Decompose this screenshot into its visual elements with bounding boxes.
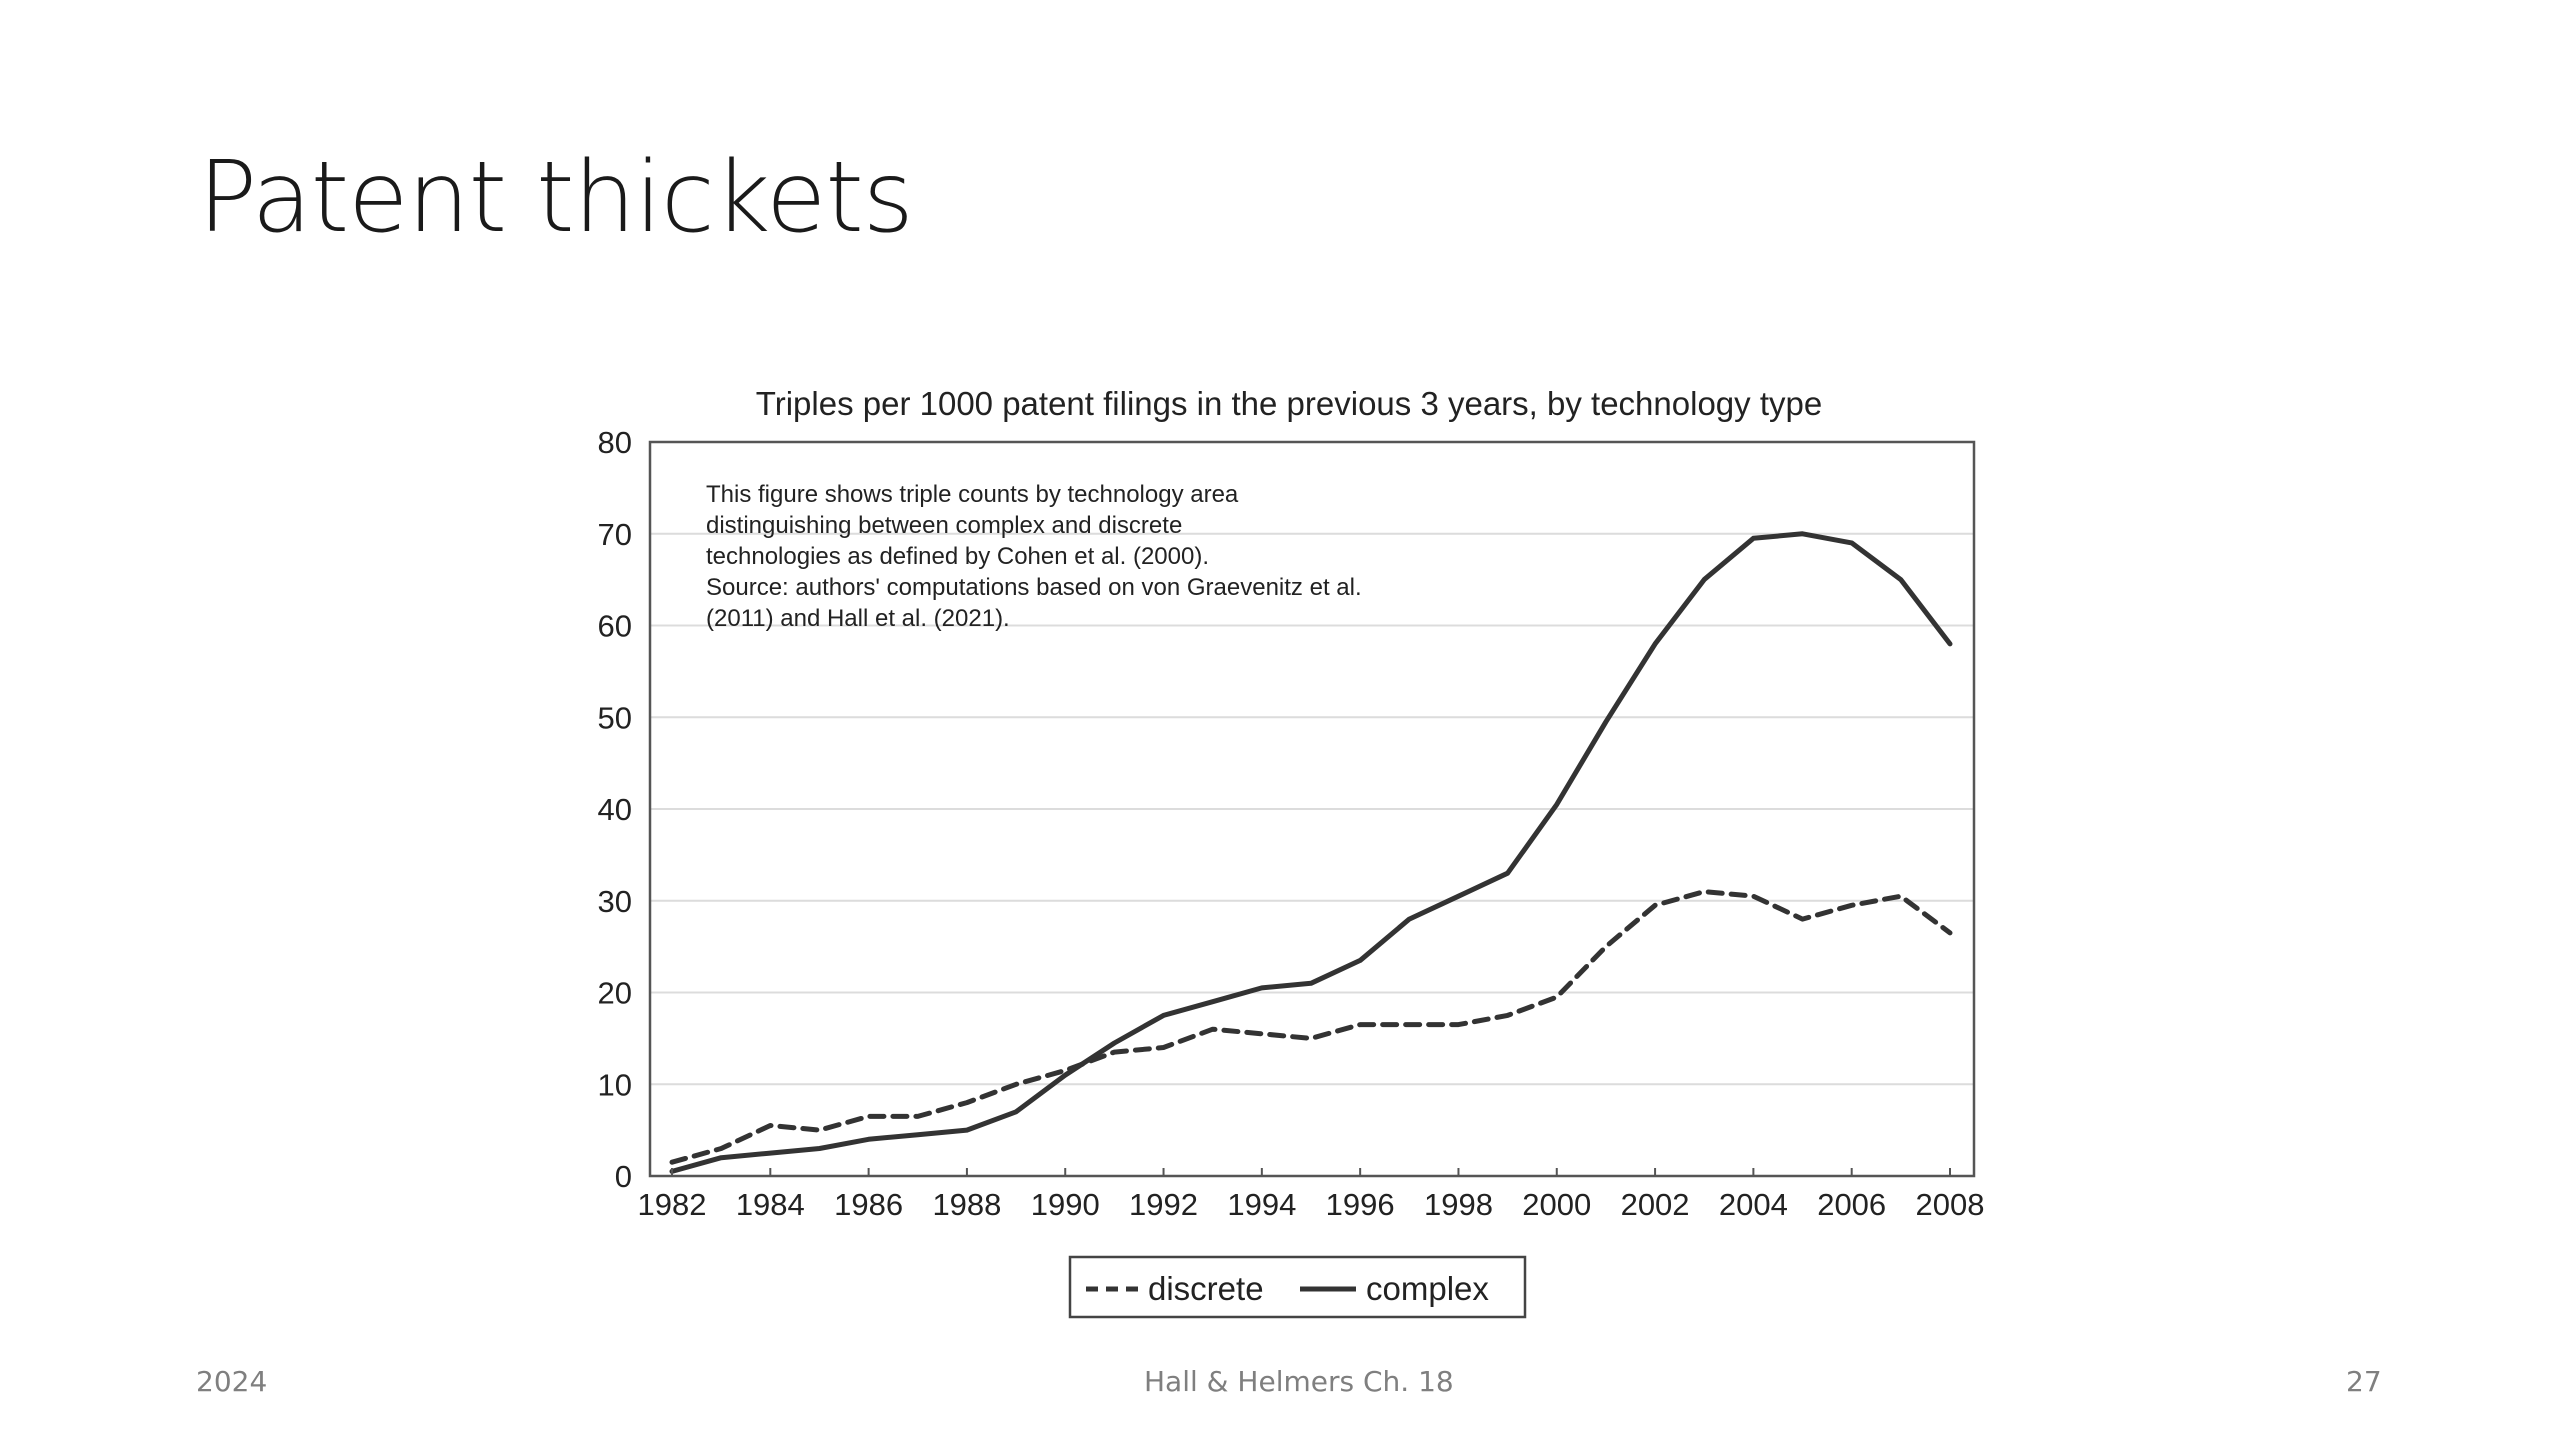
annotation-line: This figure shows triple counts by techn… [706,481,1239,508]
x-tick-label: 1988 [932,1187,1001,1222]
chart-annotation: This figure shows triple counts by techn… [706,481,1362,632]
series-lines [669,531,1953,1174]
x-tick-label: 1996 [1326,1187,1395,1222]
slide-number: 27 [2346,1365,2382,1398]
x-tick-label: 2004 [1719,1187,1788,1222]
y-tick-label: 40 [598,792,632,827]
y-tick-label: 60 [598,609,632,644]
axis-tick-labels: 0 10 20 30 40 50 60 70 80 1982 1984 1986 1988 1990 199… [598,425,1985,1222]
footer-source: Hall & Helmers Ch. 18 [1144,1365,1454,1398]
y-tick-label: 20 [598,976,632,1011]
x-tick-label: 1984 [736,1187,805,1222]
gridlines [650,532,1974,1086]
plot-frame [648,440,1976,1178]
series-line-complex [669,531,1953,1174]
x-tick-label: 1998 [1424,1187,1493,1222]
annotation-line: Source: authors' computations based on v… [706,574,1362,601]
x-tick-label: 1986 [834,1187,903,1222]
legend-box [1068,1255,1527,1319]
y-tick-label: 30 [598,884,632,919]
x-tick-label: 2008 [1916,1187,1985,1222]
series-line-discrete [669,889,1953,1165]
x-tick-label: 1994 [1227,1187,1296,1222]
legend: discrete complex [1068,1255,1527,1319]
y-tick-label: 0 [615,1159,632,1194]
x-tick-label: 2000 [1522,1187,1591,1222]
annotation-line: distinguishing between complex and discr… [706,512,1182,539]
x-tick-label: 1992 [1129,1187,1198,1222]
y-tick-label: 70 [598,517,632,552]
legend-label-discrete: discrete [1148,1270,1264,1307]
x-tick-label: 2006 [1817,1187,1886,1222]
x-tick-label: 1990 [1031,1187,1100,1222]
chart-title: Triples per 1000 patent filings in the p… [756,385,1822,422]
y-tick-label: 80 [598,425,632,460]
x-tick-label: 2002 [1621,1187,1690,1222]
slide-title: Patent thickets [198,141,914,255]
annotation-line: (2011) and Hall et al. (2021). [706,605,1010,632]
footer-date: 2024 [196,1365,268,1398]
y-tick-label: 10 [598,1067,632,1102]
legend-label-complex: complex [1366,1270,1489,1307]
annotation-line: technologies as defined by Cohen et al. … [706,543,1209,570]
y-tick-label: 50 [598,700,632,735]
x-tick-label: 1982 [638,1187,707,1222]
